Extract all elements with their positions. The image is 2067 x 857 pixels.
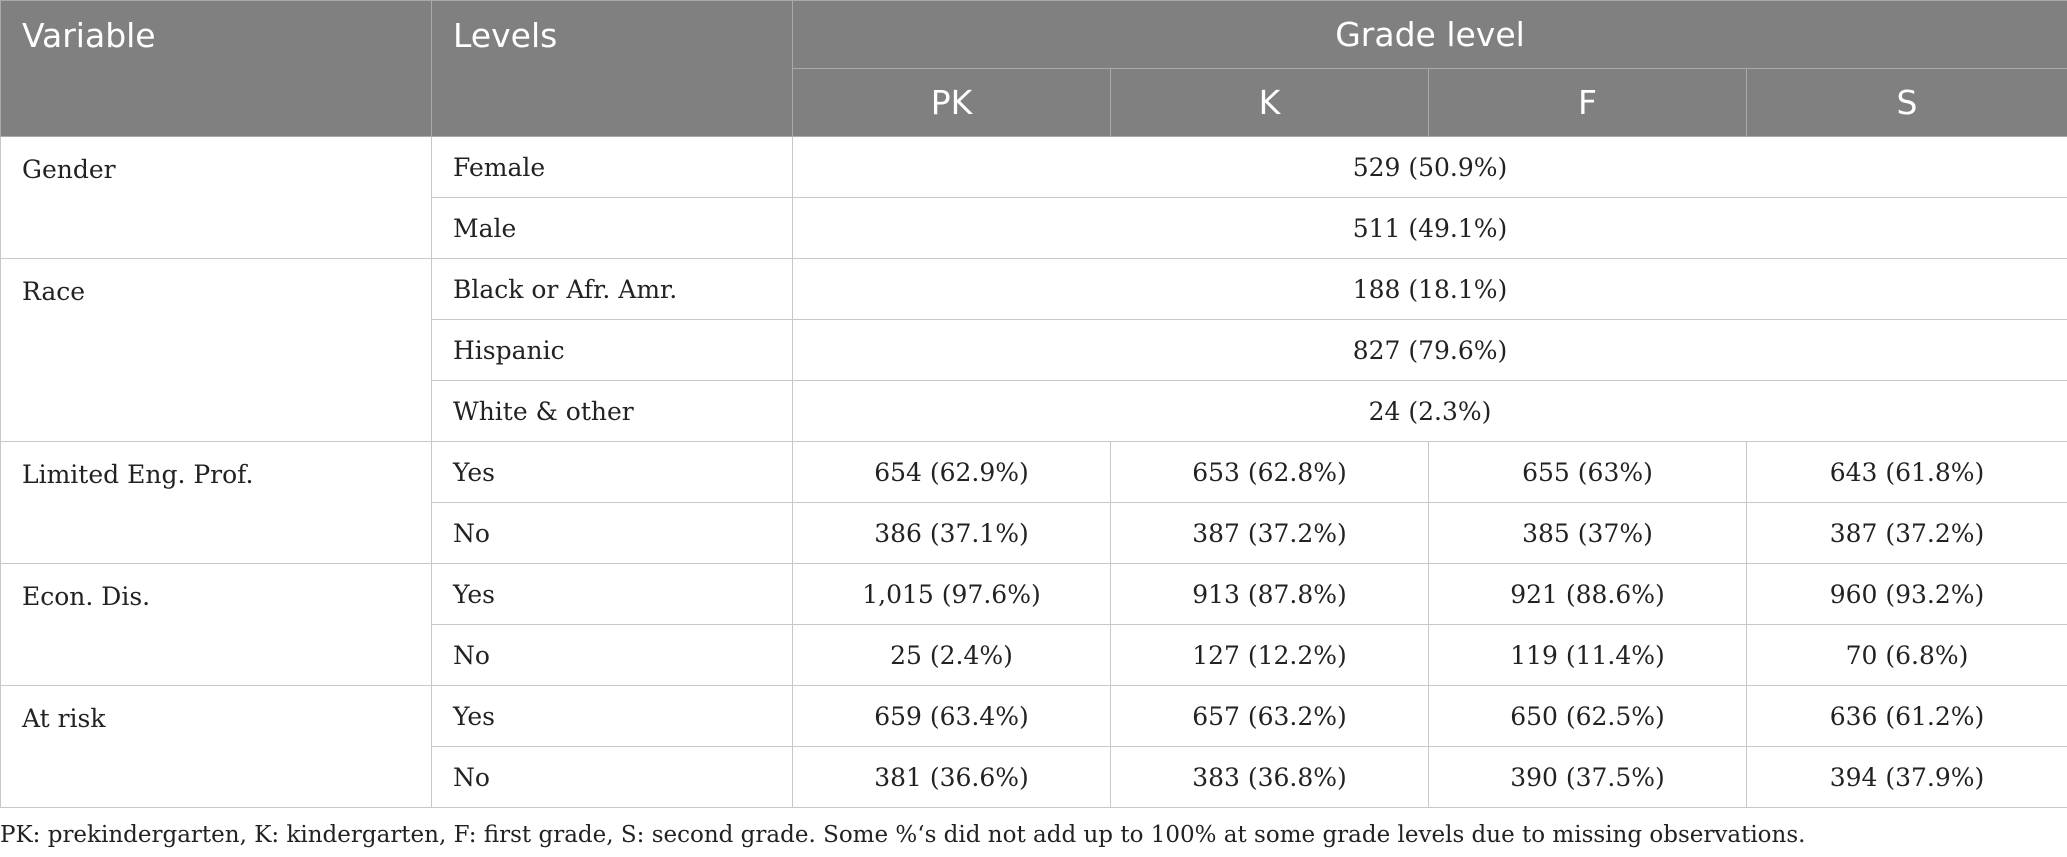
overall-value-cell: 24 (2.3%) bbox=[791, 380, 2067, 442]
table-body: Gender Female 529 (50.9%) Male 511 (49.1… bbox=[0, 136, 2067, 808]
level-cell: No bbox=[431, 746, 793, 808]
value-cell-pk: 659 (63.4%) bbox=[792, 685, 1111, 747]
level-cell: Yes bbox=[431, 685, 793, 747]
value-cell-f: 390 (37.5%) bbox=[1428, 746, 1747, 808]
value-cell-k: 653 (62.8%) bbox=[1110, 441, 1429, 503]
value-cell-pk: 654 (62.9%) bbox=[792, 441, 1111, 503]
level-cell: No bbox=[431, 624, 793, 686]
variable-econ-dis: Econ. Dis. bbox=[0, 563, 432, 686]
variable-gender: Gender bbox=[0, 136, 432, 259]
table-row: No 386 (37.1%) 387 (37.2%) 385 (37%) 387… bbox=[1, 502, 2067, 564]
table-row: Gender Female 529 (50.9%) bbox=[0, 136, 2067, 259]
header-levels: Levels bbox=[431, 0, 793, 137]
overall-value-cell: 511 (49.1%) bbox=[791, 197, 2067, 259]
value-cell-s: 643 (61.8%) bbox=[1745, 441, 2067, 503]
value-cell-f: 119 (11.4%) bbox=[1428, 624, 1747, 686]
table-row: Econ. Dis. Yes 1,015 (97.6%) 913 (87.8%)… bbox=[0, 563, 2067, 686]
value-cell-pk: 386 (37.1%) bbox=[792, 502, 1111, 564]
header-grade-level: Grade level bbox=[791, 0, 2067, 69]
table-row: Limited Eng. Prof. Yes 654 (62.9%) 653 (… bbox=[0, 441, 2067, 564]
header-variable: Variable bbox=[0, 0, 432, 137]
table-row: No 381 (36.6%) 383 (36.8%) 390 (37.5%) 3… bbox=[1, 746, 2067, 808]
overall-value-cell: 188 (18.1%) bbox=[791, 258, 2067, 320]
level-cell: Female bbox=[431, 136, 793, 198]
overall-value-cell: 529 (50.9%) bbox=[791, 136, 2067, 198]
level-cell: Yes bbox=[431, 441, 793, 503]
table-row: At risk Yes 659 (63.4%) 657 (63.2%) 650 … bbox=[0, 685, 2067, 808]
table-row: White & other 24 (2.3%) bbox=[1, 380, 2067, 442]
value-cell-k: 127 (12.2%) bbox=[1110, 624, 1429, 686]
value-cell-f: 655 (63%) bbox=[1428, 441, 1747, 503]
table-row: Race Black or Afr. Amr. 188 (18.1%) bbox=[0, 258, 2067, 442]
value-cell-pk: 25 (2.4%) bbox=[792, 624, 1111, 686]
header-grade-pk: PK bbox=[792, 68, 1111, 137]
value-cell-s: 636 (61.2%) bbox=[1745, 685, 2067, 747]
value-cell-f: 385 (37%) bbox=[1428, 502, 1747, 564]
value-cell-k: 383 (36.8%) bbox=[1110, 746, 1429, 808]
variable-at-risk: At risk bbox=[0, 685, 432, 808]
level-cell: White & other bbox=[431, 380, 793, 442]
value-cell-s: 394 (37.9%) bbox=[1745, 746, 2067, 808]
level-cell: Yes bbox=[431, 563, 793, 625]
value-cell-s: 960 (93.2%) bbox=[1745, 563, 2067, 625]
level-cell: Black or Afr. Amr. bbox=[431, 258, 793, 320]
header-grade-s: S bbox=[1745, 68, 2067, 137]
variable-race: Race bbox=[0, 258, 432, 442]
table-header: Variable Levels Grade level PK K F S bbox=[0, 0, 2067, 137]
level-cell: No bbox=[431, 502, 793, 564]
value-cell-f: 650 (62.5%) bbox=[1428, 685, 1747, 747]
level-cell: Hispanic bbox=[431, 319, 793, 381]
header-grade-f: F bbox=[1428, 68, 1747, 137]
value-cell-k: 387 (37.2%) bbox=[1110, 502, 1429, 564]
value-cell-k: 913 (87.8%) bbox=[1110, 563, 1429, 625]
overall-value-cell: 827 (79.6%) bbox=[791, 319, 2067, 381]
value-cell-f: 921 (88.6%) bbox=[1428, 563, 1747, 625]
value-cell-pk: 1,015 (97.6%) bbox=[792, 563, 1111, 625]
value-cell-k: 657 (63.2%) bbox=[1110, 685, 1429, 747]
table-footnote: PK: prekindergarten, K: kindergarten, F:… bbox=[0, 822, 1806, 848]
level-cell: Male bbox=[431, 197, 793, 259]
table-row: No 25 (2.4%) 127 (12.2%) 119 (11.4%) 70 … bbox=[1, 624, 2067, 686]
value-cell-s: 70 (6.8%) bbox=[1745, 624, 2067, 686]
value-cell-pk: 381 (36.6%) bbox=[792, 746, 1111, 808]
value-cell-s: 387 (37.2%) bbox=[1745, 502, 2067, 564]
variable-limited-eng-prof: Limited Eng. Prof. bbox=[0, 441, 432, 564]
demographics-table: Variable Levels Grade level PK K F S Gen… bbox=[0, 0, 2067, 808]
table-row: Male 511 (49.1%) bbox=[1, 197, 2067, 259]
header-grade-k: K bbox=[1110, 68, 1429, 137]
